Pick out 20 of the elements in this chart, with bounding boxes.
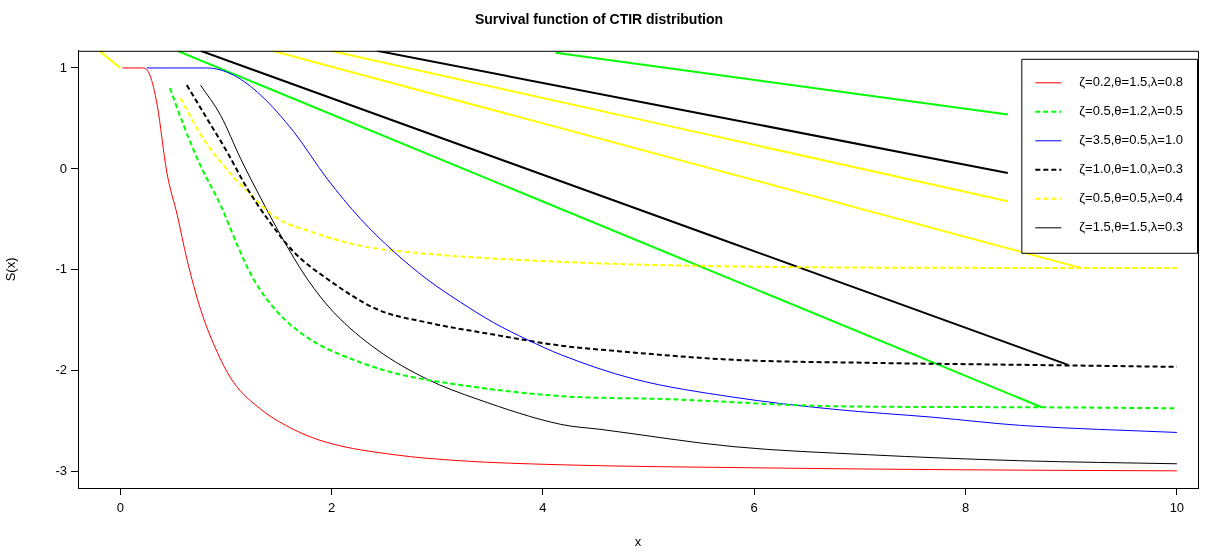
chart-title: Survival function of CTIR distribution [474, 11, 724, 28]
x-tick-label: 4 [539, 500, 547, 516]
y-tick-label: -1 [55, 261, 67, 277]
legend-label: ζ=3.5,θ=0.5,λ=1.0 [1079, 132, 1184, 148]
legend-label: ζ=1.5,θ=1.5,λ=0.3 [1079, 219, 1184, 235]
legend-label: ζ=1.0,θ=1.0,λ=0.3 [1079, 161, 1184, 177]
x-axis-title: x [634, 533, 642, 549]
x-tick-label: 0 [116, 500, 124, 516]
y-tick-label: -3 [55, 463, 67, 479]
x-tick-label: 8 [961, 500, 970, 516]
x-tick-label: 6 [750, 500, 758, 516]
y-tick-label: -2 [55, 362, 67, 378]
legend-label: ζ=0.2,θ=1.5,λ=0.8 [1079, 74, 1184, 90]
legend-label: ζ=0.5,θ=0.5,λ=0.4 [1079, 190, 1184, 206]
y-axis-title: S(x) [3, 257, 19, 282]
x-tick-label: 2 [327, 500, 336, 516]
y-tick-label: 0 [59, 160, 67, 176]
legend-label: ζ=0.5,θ=1.2,λ=0.5 [1079, 103, 1184, 119]
y-tick-label: 1 [59, 59, 67, 75]
x-tick-label: 10 [1169, 500, 1185, 516]
